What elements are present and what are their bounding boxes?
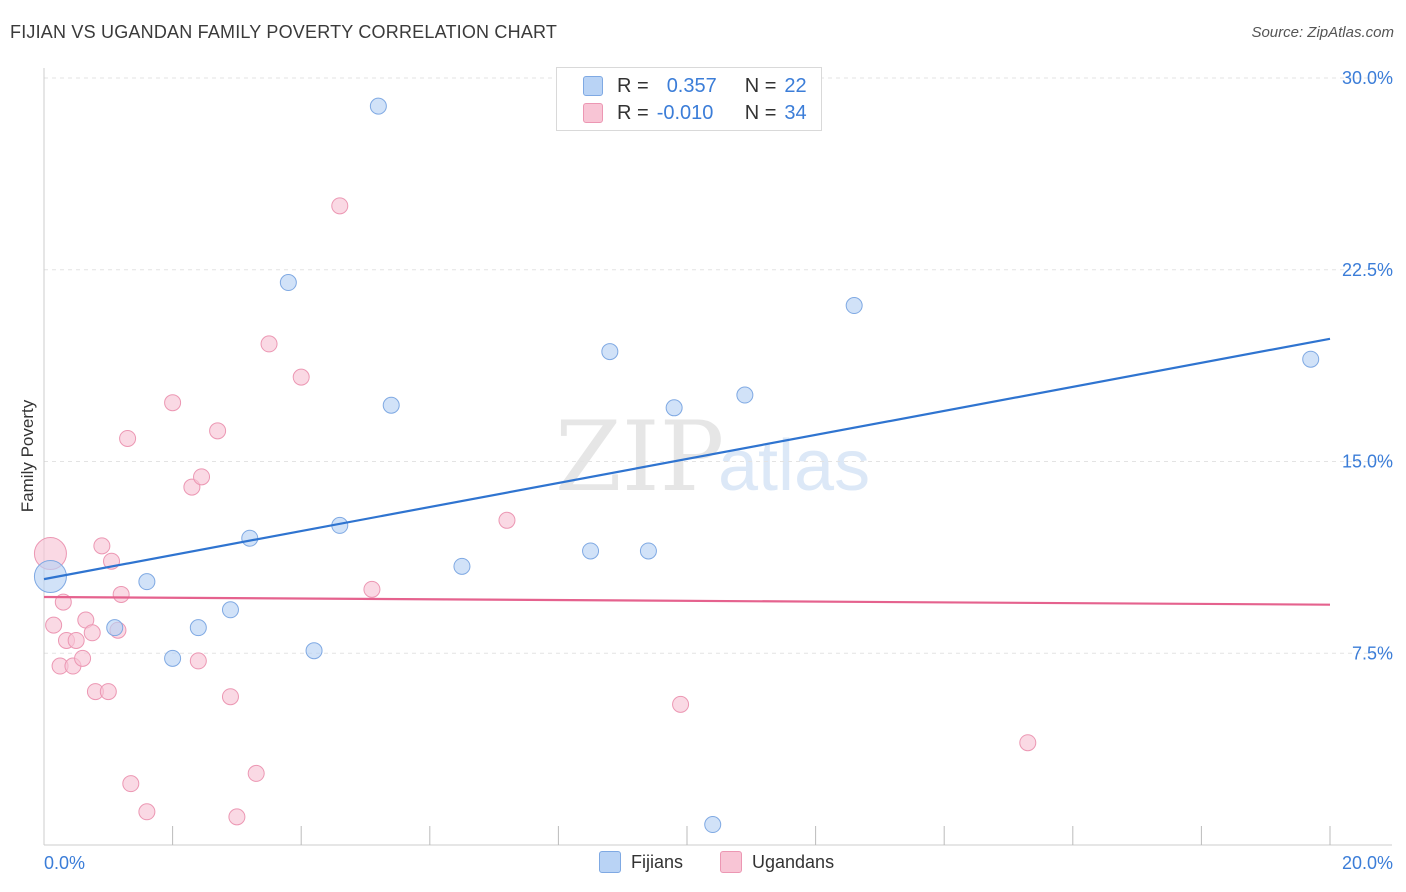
legend-n-value: 22 [784, 74, 807, 97]
fijian-point [164, 649, 182, 667]
x-tick-label: 0.0% [44, 853, 85, 873]
fijians-label: Fijians [631, 851, 684, 872]
legend-r-label: R = [617, 74, 649, 97]
fijian-point [601, 343, 619, 361]
ugandans-swatch [583, 103, 603, 123]
fijian-point [241, 529, 259, 547]
legend-r-label: R = [617, 101, 649, 124]
ugandans-label: Ugandans [752, 851, 835, 872]
legend-r-value: -0.010 [656, 101, 714, 124]
fijian-point [639, 542, 657, 560]
legend-n-label: N = [744, 74, 777, 97]
ugandan-point [74, 649, 92, 667]
fijian-point [845, 297, 863, 315]
ugandan-point [363, 580, 381, 598]
fijian-point [33, 560, 67, 594]
legend-r-value: 0.357 [666, 74, 717, 97]
fijian-point [279, 274, 297, 292]
chart-title: FIJIAN VS UGANDAN FAMILY POVERTY CORRELA… [10, 22, 558, 42]
bottom-legend-ugandans: Ugandans [720, 851, 834, 873]
legend-row-ugandans: R = -0.010 N = 34 [583, 100, 807, 126]
bottom-legend-fijians: Fijians [599, 851, 683, 873]
ugandan-point [67, 631, 85, 649]
ugandan-point [498, 511, 516, 529]
ugandan-point [247, 764, 265, 782]
ugandan-point [189, 652, 207, 670]
x-tick-label: 20.0% [1342, 853, 1393, 873]
ugandan-point [164, 394, 182, 412]
legend-n-value: 34 [784, 101, 807, 124]
fijian-point [382, 396, 400, 414]
fijian-point [138, 573, 156, 591]
ugandan-point [83, 624, 101, 642]
y-tick-label: 7.5% [1352, 643, 1393, 663]
ugandan-point [45, 616, 63, 634]
fijian-point [106, 619, 124, 637]
ugandan-point [138, 803, 156, 821]
ugandan-point [93, 537, 111, 555]
ugandan-point [331, 197, 349, 215]
ugandan-point [292, 368, 310, 386]
legend-row-fijians: R = 0.357 N = 22 [583, 73, 807, 99]
fijian-point [1302, 350, 1320, 368]
ugandan-point [122, 775, 140, 793]
y-tick-label: 22.5% [1342, 260, 1393, 280]
y-tick-label: 15.0% [1342, 452, 1393, 472]
fijian-point [221, 601, 239, 619]
correlation-legend: R = 0.357 N = 22 R = -0.010 N = 34 [556, 67, 822, 131]
ugandan-point [672, 695, 690, 713]
source-credit: Source: ZipAtlas.com [1251, 24, 1394, 41]
legend-n-label: N = [744, 101, 777, 124]
fijian-point [665, 399, 683, 417]
ugandan-trend-line [43, 595, 1331, 606]
fijian-point [305, 642, 323, 660]
fijian-point [369, 97, 387, 115]
fijian-trend-line [43, 337, 1331, 581]
ugandan-point [99, 683, 117, 701]
ugandan-point [193, 468, 211, 486]
fijian-point [736, 386, 754, 404]
fijian-point [582, 542, 600, 560]
ugandan-point [119, 429, 137, 447]
ugandan-point [209, 422, 227, 440]
ugandans-swatch [720, 851, 742, 873]
ugandan-point [112, 585, 130, 603]
fijian-point [453, 557, 471, 575]
fijians-swatch [599, 851, 621, 873]
ugandan-point [228, 808, 246, 826]
fijians-swatch [583, 76, 603, 96]
y-tick-label: 30.0% [1342, 68, 1393, 88]
ugandan-point [260, 335, 278, 353]
ugandan-point [1019, 734, 1037, 752]
ugandan-point [221, 688, 239, 706]
fijian-point [189, 619, 207, 637]
fijian-point [704, 816, 722, 834]
